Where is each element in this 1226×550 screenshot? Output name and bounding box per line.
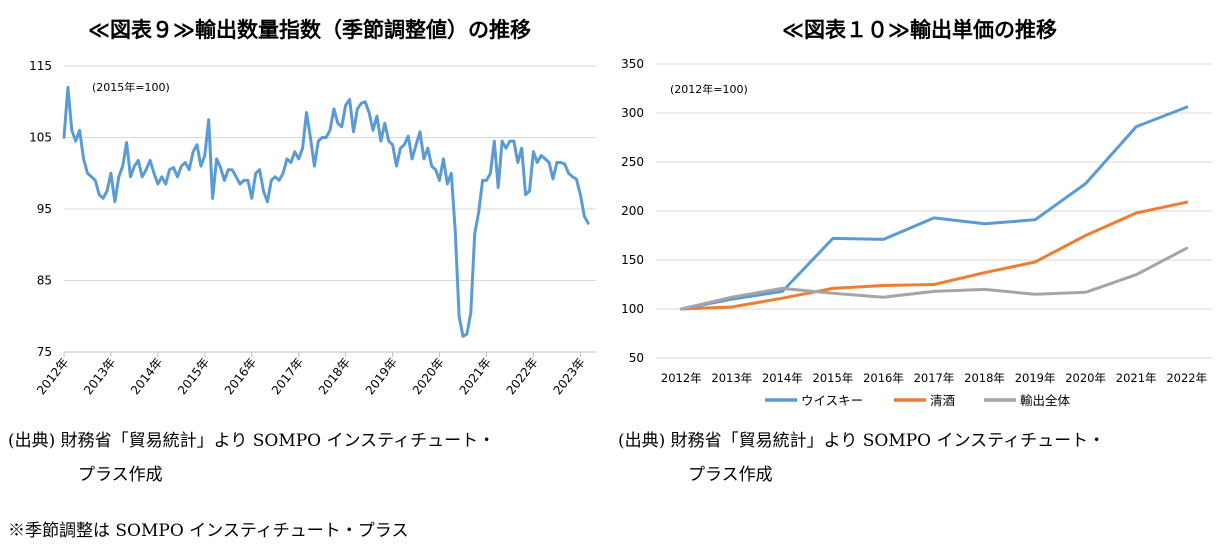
x-tick-label: 2022年 xyxy=(504,355,541,397)
y-tick-label: 105 xyxy=(29,131,52,145)
series-line xyxy=(679,105,1189,311)
series-line xyxy=(679,200,1189,311)
export-volume-line-chart: 75 85 95 105 115 2012年 2013年 2014年 2015年 2016年 201… xyxy=(29,59,596,397)
x-tick-label: 2023年 xyxy=(550,355,587,397)
x-tick-label: 2019年 xyxy=(363,355,400,397)
x-tick-label: 2015年 xyxy=(813,371,854,385)
export-unit-price-chart-panel: ≪図表１０≫輸出単価の推移 50 100 150 200 250 300 350 2012年 2… xyxy=(612,0,1226,410)
y-tick-label: 85 xyxy=(37,274,52,288)
y-tick-label: 250 xyxy=(621,155,644,169)
x-tick-label: 2018年 xyxy=(964,371,1005,385)
chart-title: ≪図表９≫輸出数量指数（季節調整値）の推移 xyxy=(88,18,531,42)
x-tick-label: 2019年 xyxy=(1015,371,1056,385)
y-tick-label: 150 xyxy=(621,253,644,267)
x-tick-label: 2022年 xyxy=(1166,371,1207,385)
x-tick-label: 2012年 xyxy=(661,371,702,385)
x-tick-label: 2018年 xyxy=(316,355,353,397)
x-tick-label: 2015年 xyxy=(175,355,212,397)
base-year-annotation: (2015年=100) xyxy=(92,80,170,94)
x-tick-label: 2021年 xyxy=(457,355,494,397)
export-volume-chart-panel: ≪図表９≫輸出数量指数（季節調整値）の推移 75 85 95 105 115 2012年 2… xyxy=(0,0,610,400)
y-tick-label: 95 xyxy=(37,202,52,216)
left-source-caption: (出典) 財務省「貿易統計」より SOMPO インスティチュート・ プラス作成 xyxy=(8,424,495,492)
x-tick-label: 2016年 xyxy=(222,355,259,397)
x-tick-label: 2014年 xyxy=(128,355,165,397)
right-source-caption: (出典) 財務省「貿易統計」より SOMPO インスティチュート・ プラス作成 xyxy=(618,424,1105,492)
y-tick-label: 50 xyxy=(629,351,644,365)
seasonal-adjustment-note: ※季節調整は SOMPO インスティチュート・プラス xyxy=(8,521,409,541)
y-tick-label: 350 xyxy=(621,57,644,71)
x-tick-label: 2021年 xyxy=(1116,371,1157,385)
x-tick-label: 2017年 xyxy=(914,371,955,385)
y-tick-label: 75 xyxy=(37,345,52,359)
chart-title: ≪図表１０≫輸出単価の推移 xyxy=(782,18,1057,42)
y-tick-label: 300 xyxy=(621,106,644,120)
y-tick-label: 115 xyxy=(29,59,52,73)
x-tick-label: 2013年 xyxy=(81,355,118,397)
y-tick-label: 100 xyxy=(621,302,644,316)
x-tick-label: 2017年 xyxy=(269,355,306,397)
x-tick-label: 2020年 xyxy=(410,355,447,397)
x-tick-label: 2014年 xyxy=(762,371,803,385)
source-line: (出典) 財務省「貿易統計」より SOMPO インスティチュート・ xyxy=(8,431,496,451)
export-unit-price-line-chart: 50 100 150 200 250 300 350 2012年 2013年 2014年 2015年… xyxy=(621,57,1212,408)
base-year-annotation: (2012年=100) xyxy=(670,82,748,96)
legend-label: 清酒 xyxy=(930,393,955,408)
x-tick-label: 2020年 xyxy=(1065,371,1106,385)
y-tick-label: 200 xyxy=(621,204,644,218)
source-line: プラス作成 xyxy=(688,465,773,485)
series-line xyxy=(679,246,1189,311)
x-tick-label: 2012年 xyxy=(34,355,71,397)
legend-label: ウイスキー xyxy=(801,393,863,408)
x-tick-label: 2013年 xyxy=(711,371,752,385)
x-tick-label: 2016年 xyxy=(863,371,904,385)
source-line: (出典) 財務省「貿易統計」より SOMPO インスティチュート・ xyxy=(618,431,1106,451)
series-line xyxy=(62,85,590,338)
legend-label: 輸出全体 xyxy=(1020,393,1071,408)
source-line: プラス作成 xyxy=(78,465,163,485)
